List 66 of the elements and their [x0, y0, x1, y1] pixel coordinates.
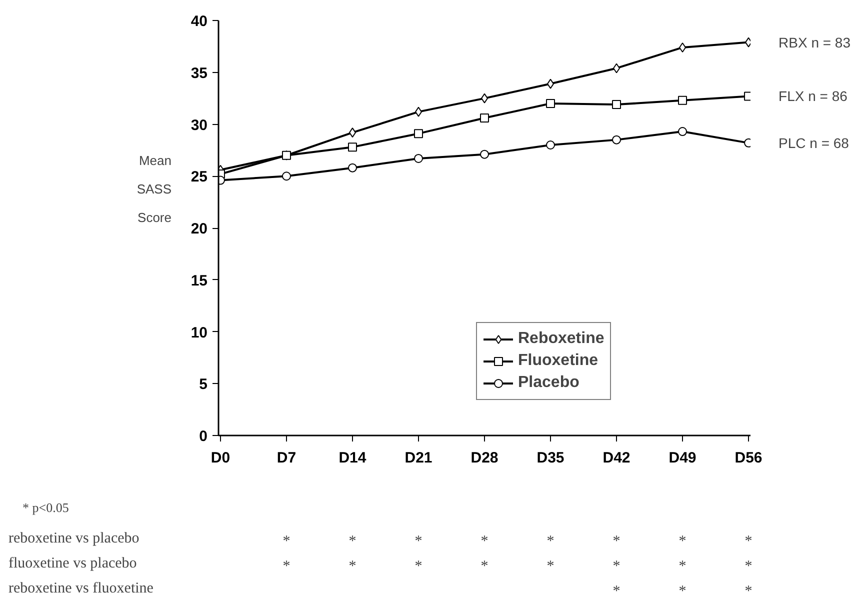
text: *: [678, 534, 686, 550]
text: *: [678, 558, 686, 574]
text: *: [744, 534, 752, 550]
x-tick-label: D42: [602, 450, 630, 466]
point: [348, 163, 357, 172]
y-tick-label: 35: [190, 64, 208, 82]
text: *: [744, 584, 752, 600]
y-tick-label: 0: [199, 428, 208, 445]
text: *: [348, 558, 356, 574]
text: *: [480, 558, 488, 574]
text: *: [546, 534, 554, 550]
point: [414, 106, 422, 117]
y-tick-label: 40: [190, 13, 208, 30]
x-tick-label: D49: [668, 450, 696, 466]
x-tick-label: D0: [210, 450, 230, 466]
y-tick-label: 30: [190, 116, 208, 134]
x-tick-label: D21: [404, 450, 432, 466]
annotation: RBX n = 83: [778, 34, 851, 50]
y-tick-label: 25: [190, 168, 208, 186]
point: [612, 135, 622, 144]
point: [414, 129, 423, 138]
text: reboxetine vs placebo: [8, 530, 140, 546]
point: [348, 128, 356, 138]
text: *: [612, 534, 620, 550]
text: fluoxetine vs placebo: [8, 556, 137, 572]
legend-label: Placebo: [518, 374, 580, 392]
text: *: [612, 584, 620, 600]
point: [348, 142, 357, 152]
text: *: [414, 534, 422, 550]
text: *: [414, 558, 422, 574]
point: [679, 42, 686, 52]
y-tick-label: 15: [190, 272, 208, 290]
y-axis-title: Mean SASS Score: [136, 152, 172, 225]
x-tick-label: D7: [276, 450, 296, 466]
text: *: [348, 534, 356, 550]
annotation: FLX n = 86: [778, 88, 848, 104]
text: *: [282, 558, 290, 574]
text: * p<0.05: [22, 500, 69, 515]
point: [678, 127, 688, 136]
x-tick-label: D14: [338, 450, 367, 466]
annotation: PLC n = 68: [778, 134, 850, 151]
x-tick-label: D35: [536, 450, 564, 466]
text: *: [546, 558, 554, 574]
text: *: [282, 534, 290, 550]
text: reboxetine vs fluoxetine: [8, 580, 154, 596]
text: *: [678, 584, 686, 600]
point: [480, 150, 489, 159]
y-tick-label: 20: [190, 220, 208, 238]
x-tick-label: D28: [470, 450, 498, 466]
text: *: [612, 558, 620, 574]
text: *: [480, 534, 488, 550]
y-tick-label: 10: [190, 324, 208, 342]
point: [546, 99, 556, 108]
legend-label: Fluoxetine: [518, 352, 598, 370]
text: *: [744, 558, 752, 574]
point: [546, 140, 556, 150]
point: [414, 154, 423, 163]
point: [282, 172, 291, 181]
point: [547, 78, 554, 89]
point: [612, 100, 622, 110]
point: [678, 96, 688, 105]
y-tick-label: 5: [199, 376, 208, 394]
point: [480, 114, 489, 123]
legend-label: Reboxetine: [518, 330, 604, 348]
x-tick-label: D56: [734, 450, 762, 466]
point: [613, 63, 620, 74]
